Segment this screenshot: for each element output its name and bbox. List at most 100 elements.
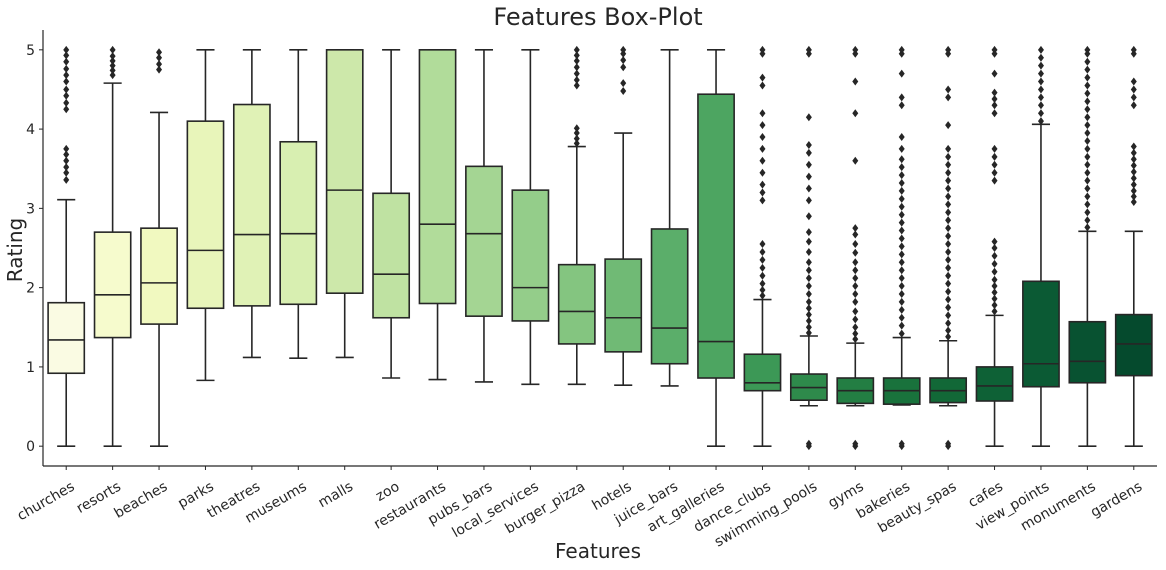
outlier-point [573, 75, 580, 84]
outlier-point [991, 307, 998, 316]
outlier-point [852, 248, 859, 257]
outlier-point [852, 230, 859, 239]
outlier-point [1084, 129, 1091, 138]
outlier-point [805, 184, 812, 193]
outlier-point [945, 216, 952, 225]
outlier-point [1130, 198, 1137, 207]
box-group-burger_pizza [557, 45, 596, 386]
outlier-point [852, 258, 859, 267]
outlier-point [1084, 152, 1091, 161]
outlier-point [156, 53, 163, 62]
box-group-hotels [604, 45, 643, 386]
outlier-point [898, 194, 905, 203]
box-group-parks [186, 49, 225, 382]
outlier-point [759, 255, 766, 264]
outlier-point [1084, 73, 1091, 82]
outlier-point [805, 140, 812, 149]
outlier-point [1130, 161, 1137, 170]
outlier-point [805, 247, 812, 256]
outlier-point [1037, 61, 1044, 70]
outlier-point [620, 79, 627, 88]
outlier-point [1084, 57, 1091, 66]
outlier-point [945, 45, 952, 54]
outlier-point [898, 439, 905, 448]
outlier-point [898, 226, 905, 235]
outlier-point [898, 266, 905, 275]
outlier-point [852, 439, 859, 448]
outlier-point [991, 282, 998, 291]
outlier-point [805, 212, 812, 221]
outlier-point [898, 171, 905, 180]
box-group-pubs_bars [465, 49, 503, 383]
outlier-point [1130, 142, 1137, 151]
outlier-point [805, 196, 812, 205]
outlier-point [805, 316, 812, 325]
y-tick-label: 0 [26, 439, 35, 455]
outlier-point [945, 168, 952, 177]
box-group-gyms [836, 45, 875, 451]
outlier-point [109, 71, 116, 80]
outlier-point [1084, 136, 1091, 145]
outlier-point [898, 313, 905, 322]
outlier-point [945, 326, 952, 335]
outlier-point [759, 133, 766, 142]
outlier-point [759, 168, 766, 177]
outlier-point [898, 101, 905, 110]
outlier-point [63, 144, 70, 153]
outlier-point [898, 218, 905, 227]
box-group-dance_clubs [743, 45, 782, 447]
outlier-point [1037, 77, 1044, 86]
outlier-point [109, 56, 116, 65]
outlier-point [991, 275, 998, 284]
outlier-point [805, 160, 812, 169]
outlier-point [1037, 85, 1044, 94]
outlier-point [991, 168, 998, 177]
outlier-point [1037, 117, 1044, 126]
outlier-point [620, 56, 627, 65]
outlier-point [898, 45, 905, 54]
outlier-point [573, 69, 580, 78]
outlier-point [898, 305, 905, 314]
outlier-point [573, 51, 580, 60]
outlier-point [945, 240, 952, 249]
outlier-point [63, 150, 70, 159]
box-group-art_galleries [697, 49, 735, 447]
outlier-point [1037, 109, 1044, 118]
box-group-malls [325, 49, 364, 359]
outlier-point [898, 93, 905, 102]
box-iqr [186, 120, 225, 310]
x-tick-label: malls [316, 479, 356, 512]
outlier-point [1130, 101, 1137, 110]
outlier-point [1084, 192, 1091, 201]
outlier-point [1084, 121, 1091, 130]
outlier-point [759, 291, 766, 300]
box-iqr [232, 103, 271, 307]
outlier-point [1037, 53, 1044, 62]
outlier-point [1084, 184, 1091, 193]
outlier-point [945, 184, 952, 193]
outlier-point [156, 60, 163, 69]
plot-area [47, 45, 1153, 451]
outlier-point [1084, 168, 1091, 177]
outlier-point [1130, 155, 1137, 164]
outlier-point [1037, 45, 1044, 54]
outlier-point [852, 289, 859, 298]
outlier-point [852, 224, 859, 233]
outlier-point [898, 178, 905, 187]
outlier-point [898, 144, 905, 153]
outlier-point [898, 234, 905, 243]
outlier-point [759, 45, 766, 54]
outlier-point [991, 237, 998, 246]
outlier-point [805, 282, 812, 291]
outlier-point [852, 240, 859, 249]
outlier-point [945, 192, 952, 201]
outlier-point [620, 87, 627, 96]
outlier-point [991, 109, 998, 118]
box-group-bakeries [882, 45, 921, 451]
outlier-point [109, 52, 116, 61]
outlier-point [991, 144, 998, 153]
outlier-point [1084, 97, 1091, 106]
outlier-point [573, 129, 580, 138]
outlier-point [945, 303, 952, 312]
